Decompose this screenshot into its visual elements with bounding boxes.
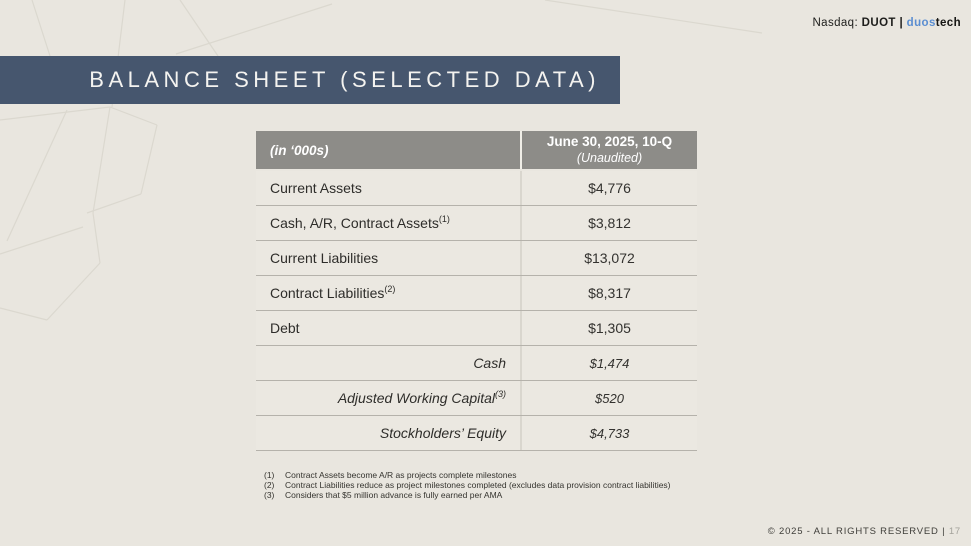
- table-header-period: June 30, 2025, 10-Q (Unaudited): [522, 131, 697, 169]
- footer-copyright: © 2025 - ALL RIGHTS RESERVED | 17: [768, 526, 961, 537]
- row-label: Debt: [256, 311, 522, 345]
- footnote: (3) Considers that $5 million advance is …: [264, 490, 503, 500]
- row-label: Current Liabilities: [256, 241, 522, 275]
- row-label: Current Assets: [256, 171, 522, 205]
- row-value: $4,733: [589, 425, 630, 441]
- table-header-date: June 30, 2025, 10-Q: [546, 134, 673, 150]
- page-title: BALANCE SHEET (SELECTED DATA): [89, 67, 600, 92]
- table-row: Current Liabilities $13,072: [256, 241, 697, 276]
- row-label: Adjusted Working Capital (3): [256, 381, 522, 415]
- table-header-units: (in ‘000s): [256, 131, 522, 169]
- row-label: Cash, A/R, Contract Assets (1): [256, 206, 522, 240]
- ticker-separator: |: [895, 17, 907, 29]
- footnote-number: (3): [264, 490, 275, 500]
- row-value: $1,305: [588, 320, 631, 336]
- balance-sheet-table: (in ‘000s) June 30, 2025, 10-Q (Unaudite…: [256, 131, 697, 451]
- table-row: Adjusted Working Capital (3) $520: [256, 381, 697, 416]
- table-row: Cash, A/R, Contract Assets (1) $3,812: [256, 206, 697, 241]
- table-row: Stockholders’ Equity $4,733: [256, 416, 697, 451]
- row-label: Contract Liabilities (2): [256, 276, 522, 310]
- row-value: $4,776: [588, 180, 631, 196]
- nasdaq-ticker: Nasdaq: DUOT | duostech: [812, 17, 961, 29]
- duostech-logo-tech: tech: [935, 17, 961, 29]
- row-value: $1,474: [589, 355, 630, 371]
- table-row: Cash $1,474: [256, 346, 697, 381]
- table-row: Contract Liabilities (2) $8,317: [256, 276, 697, 311]
- duostech-logo-duos: duos: [906, 17, 936, 29]
- table-row: Debt $1,305: [256, 311, 697, 346]
- nasdaq-label: Nasdaq:: [812, 17, 862, 29]
- row-value: $520: [595, 390, 624, 406]
- footnote: (2) Contract Liabilities reduce as projec…: [264, 480, 671, 490]
- table-header-row: (in ‘000s) June 30, 2025, 10-Q (Unaudite…: [256, 131, 697, 169]
- row-value: $8,317: [588, 285, 631, 301]
- table-row: Current Assets $4,776: [256, 171, 697, 206]
- title-bar: BALANCE SHEET (SELECTED DATA): [0, 56, 620, 104]
- footnotes: (1) Contract Assets become A/R as project…: [264, 470, 671, 500]
- row-label: Cash: [256, 346, 522, 380]
- footnote-number: (2): [264, 480, 275, 490]
- footnote: (1) Contract Assets become A/R as project…: [264, 470, 517, 480]
- copyright-text: © 2025 - ALL RIGHTS RESERVED |: [767, 526, 949, 537]
- ticker-symbol: DUOT: [861, 17, 896, 29]
- table-header-unaudited: (Unaudited): [576, 150, 643, 165]
- row-label: Stockholders’ Equity: [256, 416, 522, 450]
- row-value: $3,812: [588, 215, 631, 231]
- footnote-number: (1): [264, 470, 275, 480]
- page-number: 17: [948, 526, 961, 537]
- row-value: $13,072: [584, 250, 635, 266]
